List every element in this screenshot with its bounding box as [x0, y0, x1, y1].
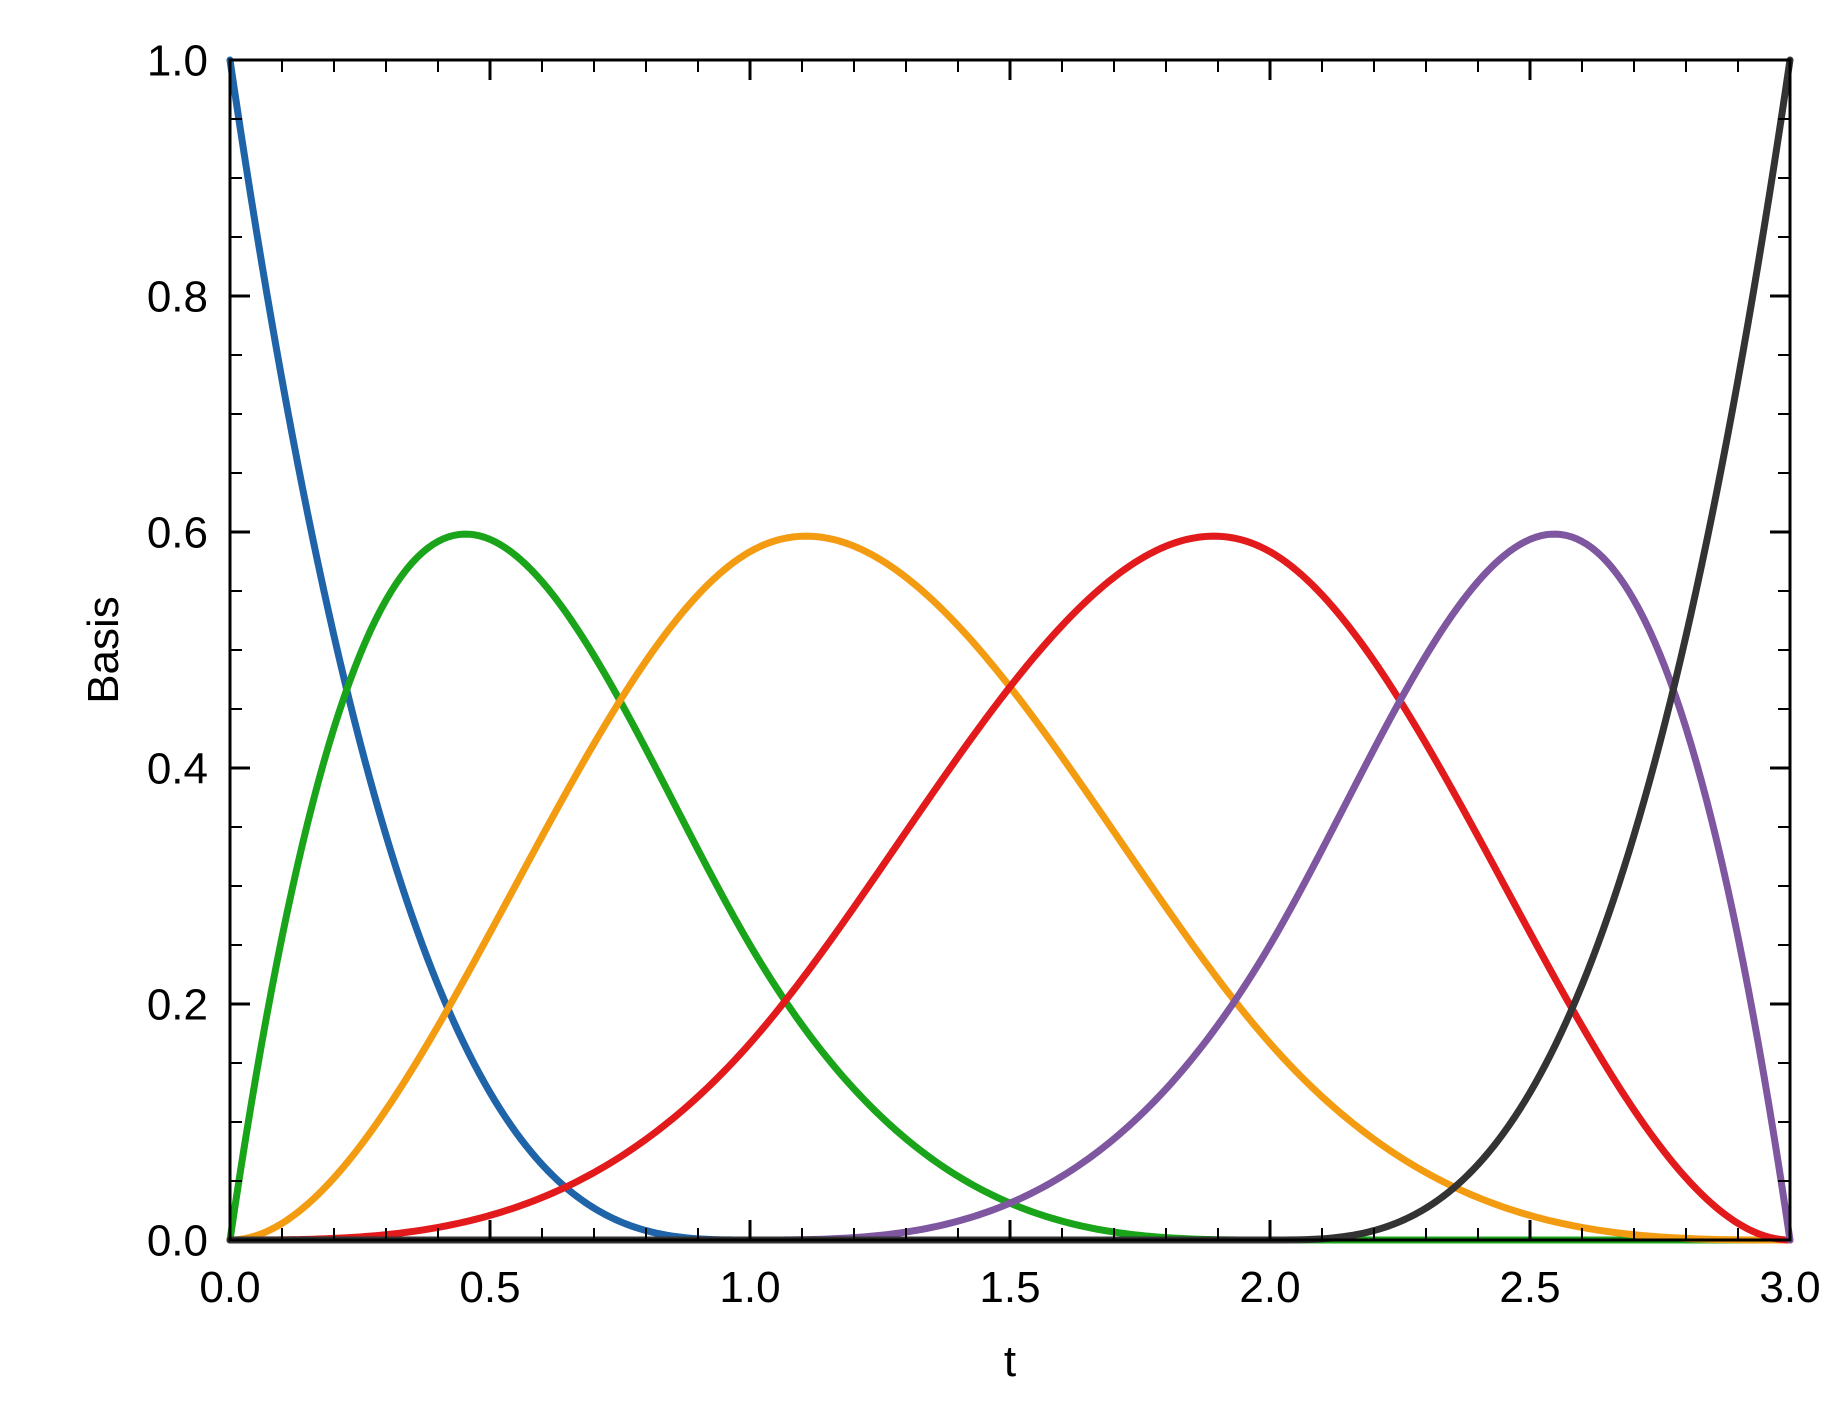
- x-axis-label: t: [1004, 1337, 1016, 1386]
- y-tick-label: 0.8: [147, 272, 208, 321]
- y-tick-label: 0.4: [147, 744, 208, 793]
- y-tick-label: 0.2: [147, 980, 208, 1029]
- y-tick-label: 1.0: [147, 36, 208, 85]
- x-tick-label: 0.0: [199, 1263, 260, 1312]
- x-tick-label: 1.0: [719, 1263, 780, 1312]
- basis-chart: 0.0 0.5 1.0 1.5 2.0 2.5 3.0 0.0 0.2 0.4 0.6 0.8 1.0 t…: [0, 0, 1831, 1405]
- y-axis-label: Basis: [79, 596, 128, 704]
- x-tick-label: 2.5: [1499, 1263, 1560, 1312]
- x-tick-label: 2.0: [1239, 1263, 1300, 1312]
- x-tick-label: 1.5: [979, 1263, 1040, 1312]
- y-tick-label: 0.0: [147, 1216, 208, 1265]
- x-tick-label: 3.0: [1759, 1263, 1820, 1312]
- x-tick-label: 0.5: [459, 1263, 520, 1312]
- chart-svg: 0.0 0.5 1.0 1.5 2.0 2.5 3.0 0.0 0.2 0.4 0.6 0.8 1.0 t…: [0, 0, 1831, 1405]
- y-tick-label: 0.6: [147, 508, 208, 557]
